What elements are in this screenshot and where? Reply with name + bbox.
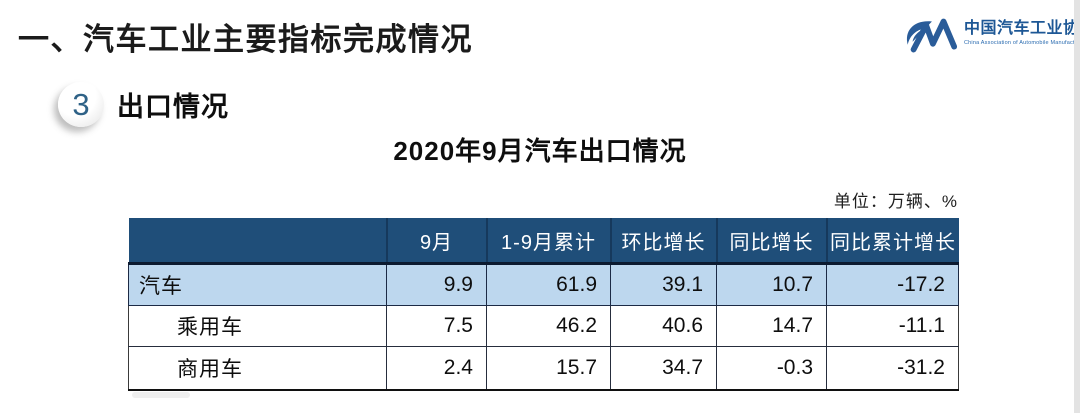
table-header-row: 9月 1-9月累计 环比增长 同比增长 同比累计增长	[128, 218, 959, 265]
column-header-category	[128, 218, 388, 265]
row-label: 汽车	[128, 263, 387, 306]
cell-value: -31.2	[826, 346, 959, 391]
table-row-commercial-vehicles: 商用车 2.4 15.7 34.7 -0.3 -31.2	[128, 346, 959, 391]
cell-value: 15.7	[486, 346, 611, 391]
column-header-yoy-growth: 同比增长	[715, 218, 828, 265]
cell-value: -17.2	[826, 263, 959, 306]
cell-value: 10.7	[716, 263, 827, 306]
cell-value: 14.7	[716, 305, 827, 347]
cell-value: -11.1	[826, 305, 959, 347]
cell-value: 9.9	[386, 263, 487, 306]
row-label: 商用车	[128, 346, 387, 391]
column-header-cumulative: 1-9月累计	[485, 218, 612, 265]
bottom-artifact	[132, 392, 190, 398]
logo-org-name: 中国汽车工业协会	[964, 20, 1080, 37]
page-title: 一、汽车工业主要指标完成情况	[18, 22, 473, 57]
unit-label: 单位：万辆、%	[833, 192, 958, 211]
export-table: 9月 1-9月累计 环比增长 同比增长 同比累计增长 汽车 9.9 61.9 3…	[128, 218, 959, 391]
cell-value: 40.6	[610, 305, 717, 347]
section-number-badge: 3	[58, 82, 104, 127]
column-header-september: 9月	[385, 218, 488, 265]
cell-value: 61.9	[486, 263, 611, 306]
table-title: 2020年9月汽车出口情况	[393, 136, 687, 166]
cell-value: 46.2	[486, 305, 611, 347]
cell-value: 2.4	[386, 346, 487, 391]
column-header-mom-growth: 环比增长	[609, 218, 718, 265]
column-header-yoy-cumulative-growth: 同比累计增长	[825, 218, 959, 265]
cell-value: 7.5	[386, 305, 487, 347]
page-edge-strip	[1074, 0, 1080, 413]
table-row-passenger-vehicles: 乘用车 7.5 46.2 40.6 14.7 -11.1	[128, 305, 959, 347]
section-number: 3	[72, 87, 90, 122]
section-header: 3 出口情况	[58, 82, 229, 127]
export-table-container: 9月 1-9月累计 环比增长 同比增长 同比累计增长 汽车 9.9 61.9 3…	[128, 218, 959, 391]
cell-value: -0.3	[716, 346, 827, 391]
caam-logo-icon	[906, 18, 958, 53]
caam-logo-text: 中国汽车工业协会 China Association of Automobile…	[964, 16, 1080, 46]
table-row-autos: 汽车 9.9 61.9 39.1 10.7 -17.2	[128, 263, 959, 306]
cell-value: 39.1	[610, 263, 717, 306]
caam-logo: 中国汽车工业协会 China Association of Automobile…	[901, 16, 1080, 56]
section-title: 出口情况	[117, 92, 229, 122]
logo-org-name-en: China Association of Automobile Manufact…	[964, 39, 1080, 46]
row-label: 乘用车	[128, 305, 387, 347]
cell-value: 34.7	[610, 346, 717, 391]
